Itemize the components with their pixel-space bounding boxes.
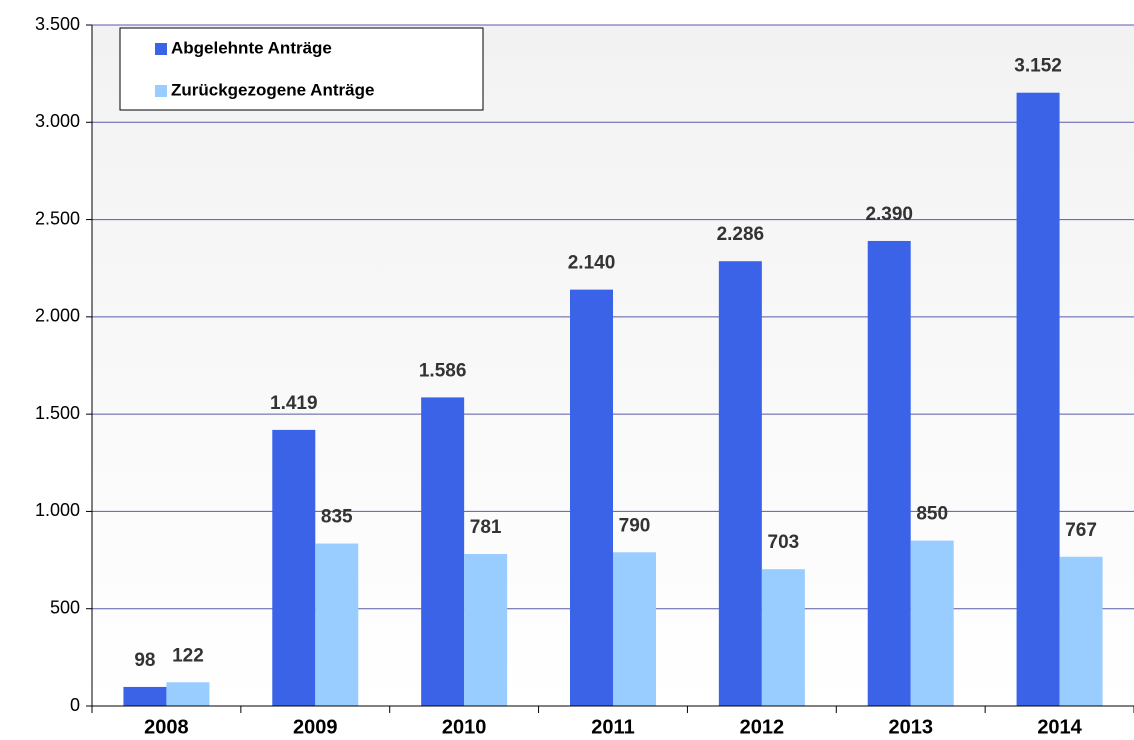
value-label: 850 bbox=[916, 504, 948, 525]
y-tick-label: 3.000 bbox=[35, 111, 80, 131]
y-tick-label: 2.000 bbox=[35, 306, 80, 326]
bar bbox=[570, 289, 613, 706]
bar bbox=[910, 540, 954, 706]
value-label: 781 bbox=[470, 517, 502, 538]
value-label: 835 bbox=[321, 507, 353, 528]
legend-swatch bbox=[155, 43, 167, 55]
value-label: 3.152 bbox=[1014, 56, 1062, 77]
value-label: 122 bbox=[172, 645, 204, 666]
y-tick-label: 500 bbox=[50, 597, 80, 617]
value-label: 2.286 bbox=[717, 224, 765, 245]
legend-label: Abgelehnte Anträge bbox=[171, 38, 332, 57]
legend-label: Zurückgezogene Anträge bbox=[171, 80, 374, 99]
y-tick-label: 2.500 bbox=[35, 208, 80, 228]
bar bbox=[123, 686, 167, 706]
x-tick-label: 2011 bbox=[591, 716, 634, 738]
y-tick-label: 0 bbox=[70, 695, 80, 715]
value-label: 790 bbox=[619, 515, 651, 536]
bar bbox=[1016, 92, 1060, 706]
value-label: 2.140 bbox=[568, 253, 616, 274]
bar bbox=[867, 240, 911, 706]
bar bbox=[613, 552, 656, 706]
y-tick-label: 3.500 bbox=[35, 14, 80, 34]
bar bbox=[421, 397, 465, 706]
value-label: 1.586 bbox=[419, 360, 467, 381]
legend-swatch bbox=[155, 85, 167, 97]
bar bbox=[761, 569, 805, 706]
bar bbox=[718, 261, 762, 706]
bar bbox=[272, 429, 316, 706]
x-tick-label: 2008 bbox=[144, 716, 189, 738]
x-tick-label: 2009 bbox=[293, 716, 338, 738]
value-label: 98 bbox=[134, 650, 155, 671]
x-tick-label: 2010 bbox=[442, 716, 487, 738]
x-tick-label: 2013 bbox=[888, 716, 933, 738]
value-label: 767 bbox=[1065, 520, 1097, 541]
bar bbox=[315, 543, 359, 706]
x-tick-label: 2014 bbox=[1037, 716, 1082, 738]
legend bbox=[119, 27, 484, 111]
bar bbox=[464, 554, 508, 706]
x-tick-label: 2012 bbox=[740, 716, 785, 738]
value-label: 2.390 bbox=[865, 204, 913, 225]
y-tick-label: 1.500 bbox=[35, 403, 80, 423]
value-label: 703 bbox=[768, 532, 800, 553]
value-label: 1.419 bbox=[270, 393, 318, 414]
y-tick-label: 1.000 bbox=[35, 500, 80, 520]
bar bbox=[1059, 556, 1103, 706]
bar bbox=[166, 682, 210, 706]
